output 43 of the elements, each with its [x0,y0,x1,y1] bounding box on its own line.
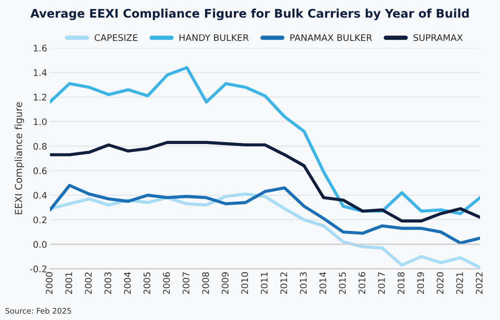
x-tick-label: 2018 [398,272,404,294]
x-tick-label: 2007 [182,272,190,294]
line-series [50,140,480,222]
y-tick-label: 1.4 [34,69,47,76]
x-tick-label: 2015 [338,272,346,294]
x-tick-label: 2008 [202,272,209,294]
x-tick-label: 2013 [300,272,307,294]
x-tick-label: 2014 [319,272,326,294]
y-tick-label: 1.2 [34,94,46,100]
legend-label: HANDY BULKER [180,34,249,42]
x-tick-label: 2002 [84,272,92,294]
x-tick-label: 2017 [378,272,385,294]
legend-label: SUPRAMAX [414,34,463,42]
legend-label: CAPESIZE [94,34,138,42]
line-series [50,184,480,245]
x-tick-label: 2016 [358,272,366,294]
x-tick-label: 2022 [476,272,483,294]
y-tick-label: 0.2 [33,216,46,224]
x-tick-label: 2020 [436,272,444,294]
y-tick-label: 0.6 [33,167,47,174]
y-tick-label: 0.0 [33,240,47,248]
x-tick-label: 2010 [241,272,248,294]
x-tick-label: 2011 [260,272,268,294]
y-axis-title: EEXI Compliance figure [14,102,24,214]
x-tick-label: 2021 [456,272,464,294]
x-tick-label: 2004 [124,272,131,294]
x-tick-label: 2012 [280,272,288,294]
y-tick-label: -0.2 [30,266,46,272]
y-tick-label: 0.8 [33,142,47,150]
y-tick-label: 1.6 [34,44,47,52]
x-tick-label: 2006 [163,272,170,294]
x-tick-label: 2000 [46,272,53,294]
x-tick-label: 2009 [222,272,229,294]
x-tick-label: 2001 [65,272,72,294]
chart-title: Average EEXI Compliance Figure for Bulk Carriers by Year of Build [30,8,469,20]
x-tick-label: 2019 [417,272,424,294]
line-series [50,66,480,216]
legend-label: PANAMAX BULKER [290,34,372,42]
line-series [50,192,480,269]
x-tick-label: 2005 [144,272,150,294]
y-tick-label: 1.0 [34,118,47,126]
x-tick-label: 2003 [104,272,112,294]
y-tick-label: 0.4 [33,192,47,199]
